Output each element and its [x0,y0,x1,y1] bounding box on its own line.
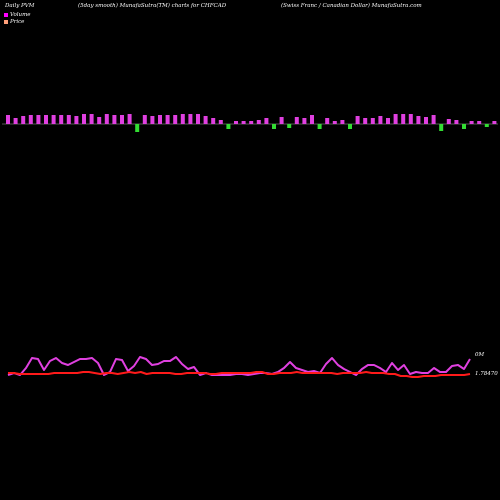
volume-bar [469,121,474,124]
volume-bar [408,114,413,124]
volume-bar [165,115,170,124]
volume-bar [386,118,390,124]
volume-bar [241,121,246,124]
volume-bar [317,124,322,129]
volume-bar [279,117,284,124]
volume-bar [188,114,193,124]
chart-title: (5day smooth) MunafaSutra(TM) charts for… [78,3,227,9]
volume-bar [28,115,33,124]
volume-bar [74,116,79,124]
volume-bar [36,115,41,124]
legend-price-swatch [4,20,8,24]
volume-bar [294,117,299,124]
volume-bar [196,114,200,124]
volume-bar [424,117,428,124]
legend-volume-swatch [4,13,8,17]
volume-bar [439,124,444,131]
volume-bar [158,115,162,124]
volume-bar [370,118,375,124]
header-right: (Swiss Franc / Canadian Dollar) MunafaSu… [281,3,422,9]
volume-bar [142,115,147,124]
volume-bar [264,118,269,124]
volume-bar [135,124,140,132]
volume-bar [256,120,261,124]
volume-bar [325,118,330,124]
volume-bar [249,121,254,124]
volume-bar [150,116,155,124]
volume-bar [446,119,451,124]
volume-axis-label: 0M [475,352,484,358]
volume-bar [431,115,436,124]
volume-bar [302,118,307,124]
volume-bar [355,116,360,124]
volume-bar [180,114,185,124]
volume-bar [21,116,26,124]
volume-bar [13,118,18,124]
volume-bar [112,115,117,124]
legend-volume-label: Volume [10,12,31,18]
volume-bar [51,115,56,124]
volume-bars [6,114,497,132]
price-line [8,371,471,378]
volume-bar [310,115,314,124]
volume-bar [66,115,71,124]
volume-bar [348,124,352,129]
volume-bar [378,116,383,124]
volume-bar [340,120,345,124]
header-left: Daily PVM [5,3,35,9]
volume-bar [6,115,10,124]
volume-bar [234,121,238,124]
volume-bar [393,114,398,124]
volume-bar [127,114,132,124]
volume-bar [89,114,94,124]
volume-bar [272,124,276,129]
legend-price-label: Price [10,19,25,25]
volume-bar [462,124,466,129]
volume-bar [173,115,178,124]
volume-bar [484,124,489,127]
legend-volume: Volume [4,12,31,18]
volume-bar [44,115,48,124]
volume-bar [97,117,102,124]
volume-bar [211,118,216,124]
volume-bar [454,120,459,124]
price-axis-label: 1.78470 [475,371,498,377]
volume-bar [59,115,64,124]
volume-bar [120,115,124,124]
volume-bar [287,124,292,128]
volume-bar [363,118,368,124]
volume-bar [226,124,231,129]
volume-bar [332,121,337,124]
volume-bar [416,116,421,124]
volume-bar [104,114,109,124]
volume-bar [82,114,86,124]
legend-price: Price [4,19,24,25]
volume-bar [492,121,497,124]
volume-bar [477,121,482,124]
volume-bar [401,114,406,124]
volume-bar [218,120,223,124]
volume-bar [203,116,208,124]
